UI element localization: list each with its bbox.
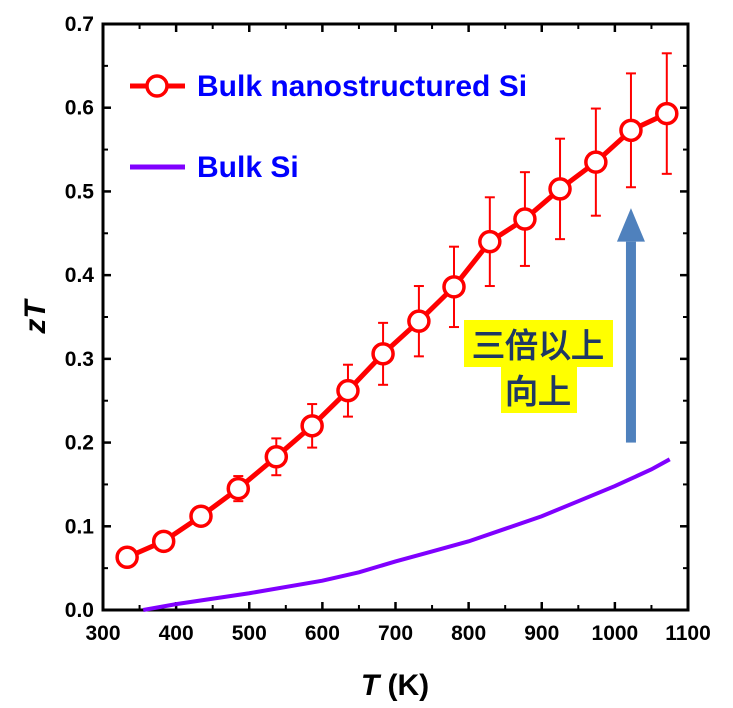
legend-label: Bulk Si	[197, 151, 299, 184]
data-point	[655, 101, 679, 126]
x-tick-label: 1100	[665, 622, 711, 645]
data-point	[151, 529, 176, 554]
data-point	[478, 229, 502, 254]
annotation-text: 三倍以上	[472, 327, 604, 364]
arrow-head-icon	[616, 208, 645, 242]
legend-marker	[145, 74, 169, 98]
x-tick-label: 1000	[592, 622, 639, 645]
series-line-bulk-si	[142, 457, 671, 612]
x-tick-label: 400	[159, 622, 194, 645]
data-point	[548, 177, 572, 201]
y-tick-label: 0.7	[65, 13, 94, 36]
data-point	[115, 545, 139, 570]
legend-label: Bulk nanostructured Si	[197, 70, 527, 103]
y-tick-label: 0.3	[65, 348, 94, 371]
arrow-shaft	[625, 241, 636, 443]
x-tick-label: 800	[451, 622, 486, 645]
data-point	[407, 309, 431, 333]
data-point	[513, 207, 537, 231]
data-point	[264, 445, 289, 469]
series-line-nanostructured	[126, 111, 668, 560]
data-point	[619, 118, 643, 143]
data-point	[189, 504, 213, 528]
y-tick-label: 0.5	[65, 180, 95, 203]
x-axis-label: T (K)	[361, 669, 429, 702]
x-tick-label: 600	[305, 622, 340, 645]
data-point	[226, 476, 251, 501]
annotation-text: 向上	[505, 373, 571, 410]
data-point	[300, 414, 324, 438]
data-point	[336, 378, 360, 403]
x-tick-label: 700	[378, 622, 413, 645]
y-tick-label: 0.4	[65, 264, 95, 287]
y-axis-label: zT	[19, 298, 52, 335]
annotation-bg	[501, 367, 577, 413]
x-tick-label: 300	[85, 622, 120, 645]
data-point	[371, 342, 395, 366]
y-tick-label: 0.0	[65, 599, 94, 622]
y-tick-label: 0.6	[65, 97, 94, 120]
data-point	[584, 150, 608, 174]
annotation-bg	[464, 320, 613, 367]
x-tick-label: 900	[524, 622, 559, 645]
x-tick-label: 500	[232, 622, 267, 645]
data-point	[442, 275, 466, 299]
y-tick-label: 0.1	[65, 515, 95, 538]
y-tick-label: 0.2	[65, 432, 94, 455]
